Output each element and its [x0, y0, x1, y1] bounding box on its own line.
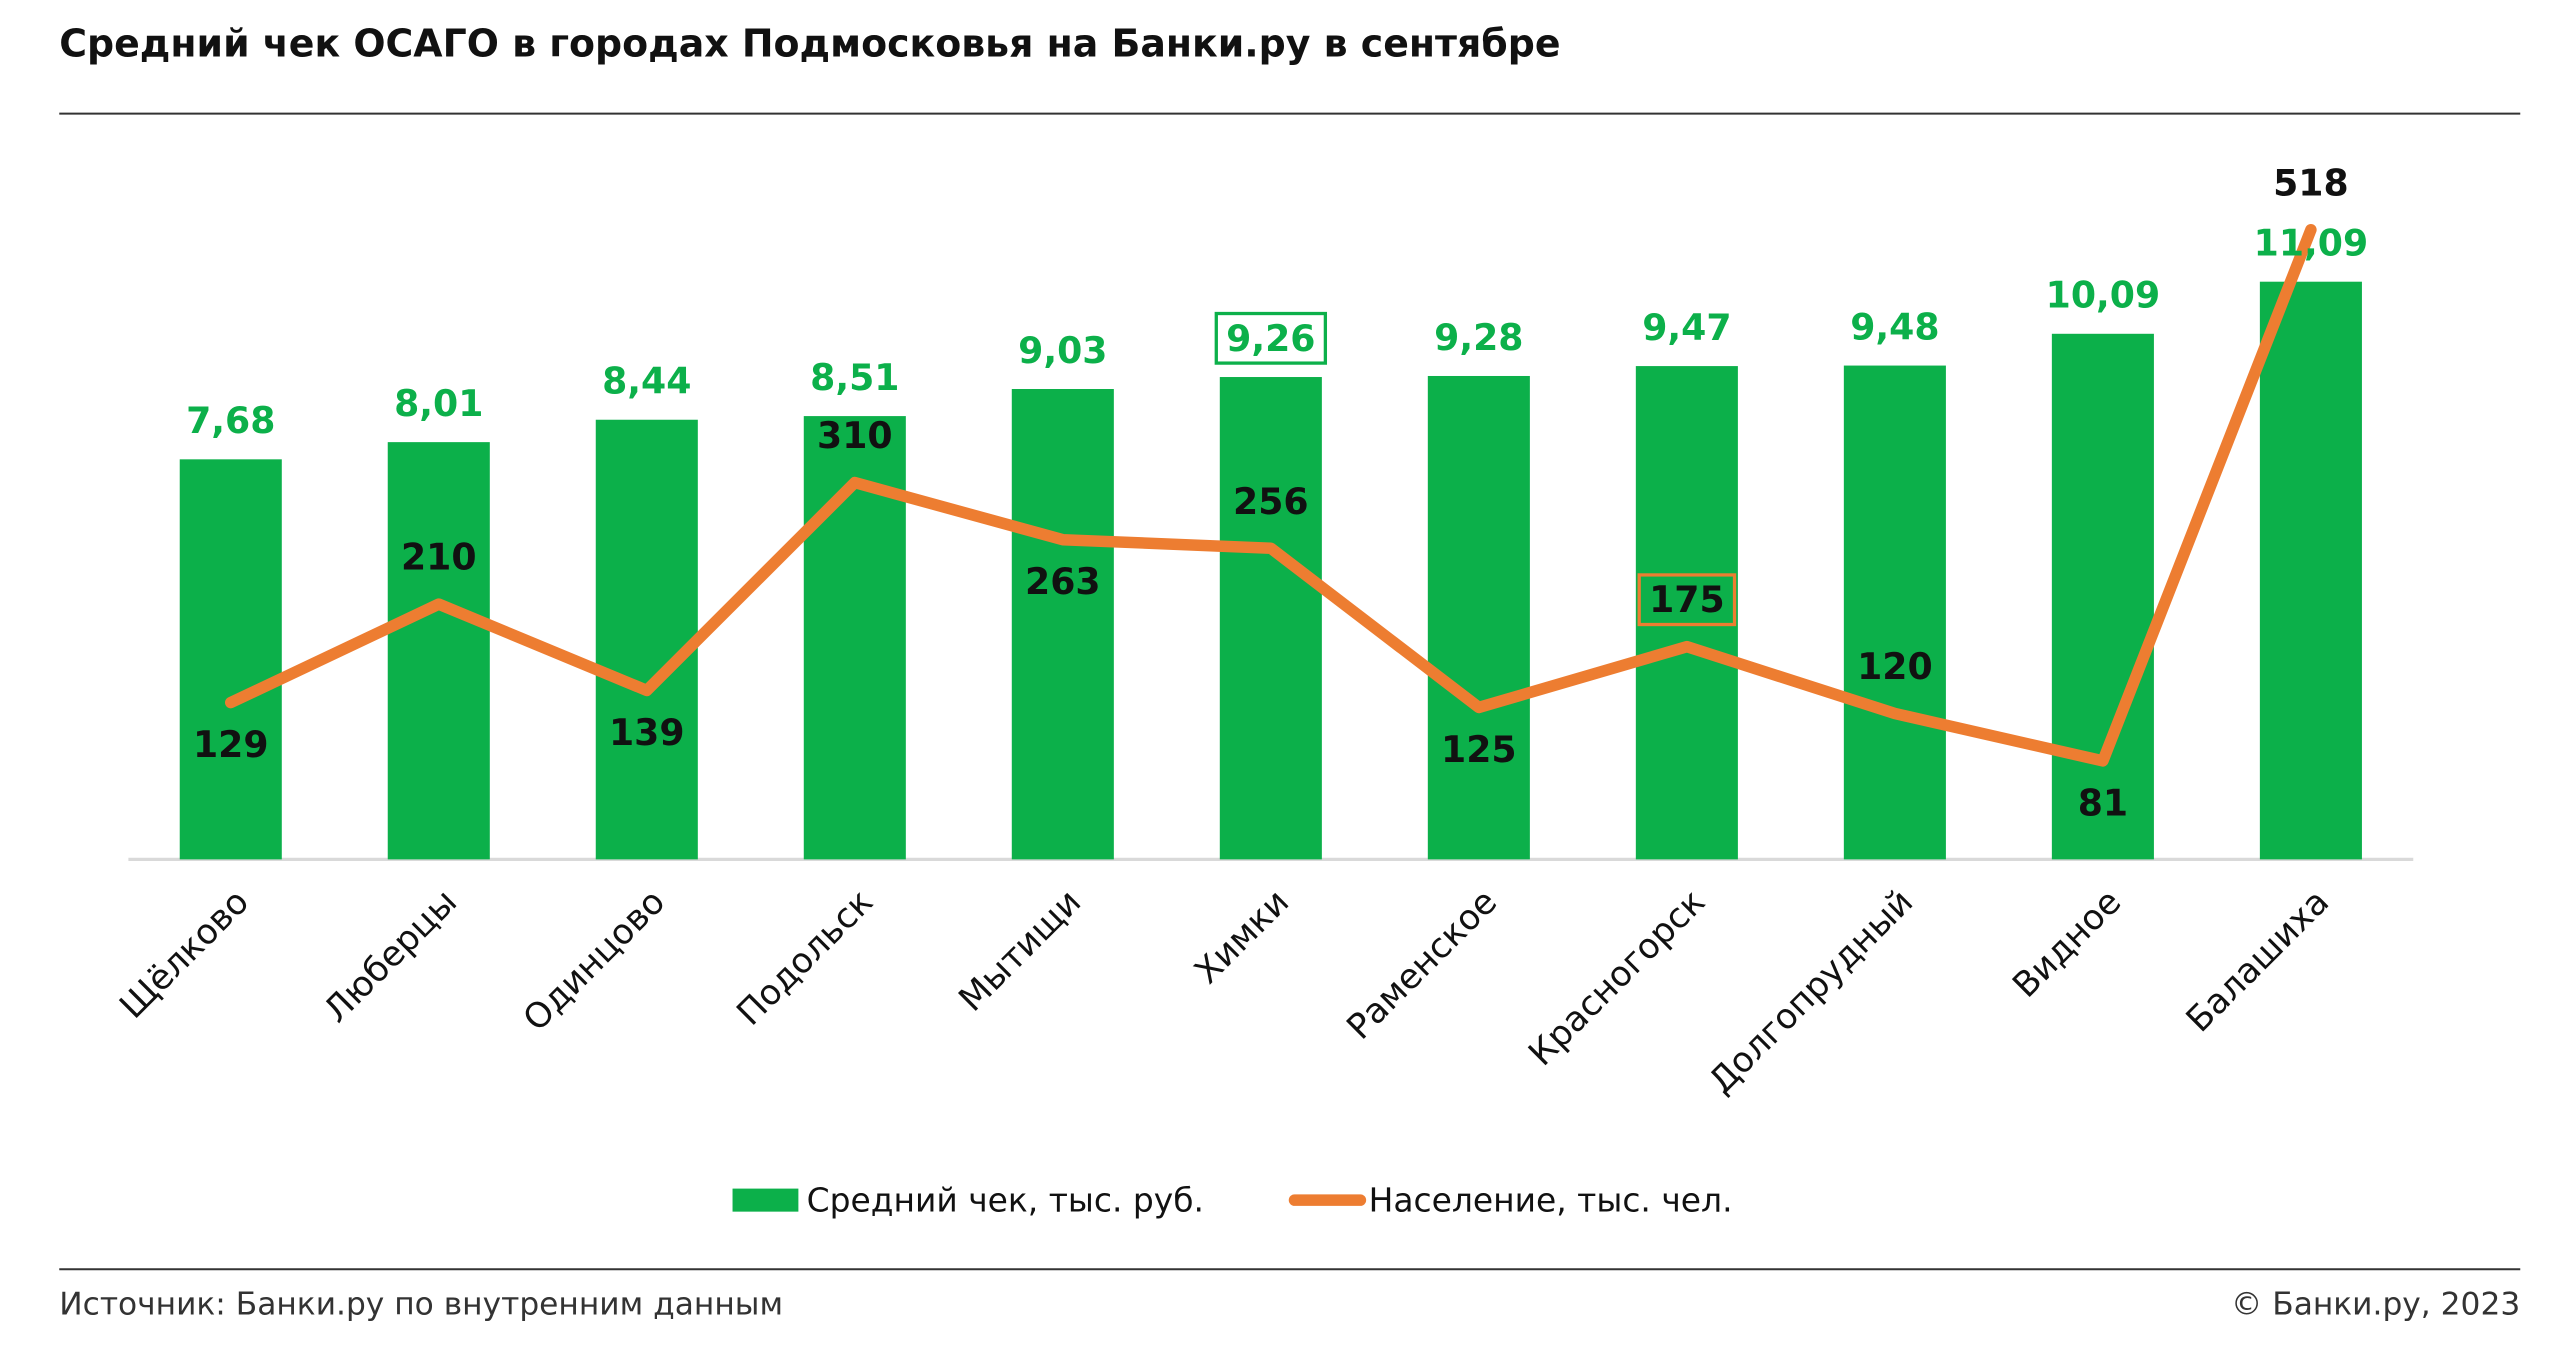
legend-swatch	[732, 1188, 799, 1212]
highlight-box	[1637, 573, 1737, 627]
bar-value-label: 9,03	[1018, 329, 1107, 372]
x-tick-label: Одинцово	[516, 882, 673, 1039]
line-value-label: 139	[609, 711, 685, 754]
bar-value-label: 9,48	[1850, 305, 1939, 348]
bar	[1427, 375, 1530, 860]
line-value-label: 175	[1649, 578, 1725, 621]
bar	[179, 459, 282, 860]
bar	[2259, 281, 2362, 860]
legend-label: Средний чек, тыс. руб.	[807, 1180, 1204, 1219]
bar	[595, 419, 698, 860]
x-tick-label: Красногорск	[1521, 882, 1713, 1074]
x-tick-label: Подольск	[729, 882, 881, 1034]
x-tick-label: Долгопрудный	[1701, 882, 1921, 1102]
x-tick-label: Мытищи	[951, 882, 1089, 1020]
bar	[1843, 365, 1946, 860]
legend-label: Население, тыс. чел.	[1369, 1180, 1733, 1219]
line-value-label: 256	[1233, 480, 1309, 523]
x-tick-label: Раменское	[1340, 882, 1506, 1048]
highlight-box	[1214, 311, 1328, 365]
line-value-label: 210	[401, 536, 477, 579]
x-tick-label: Балашиха	[2179, 882, 2337, 1040]
chart-title: Средний чек ОСАГО в городах Подмосковья …	[59, 22, 1560, 66]
line-value-label: 518	[2273, 161, 2349, 204]
bar	[1011, 389, 1114, 860]
x-tick-label: Видное	[2005, 882, 2129, 1006]
bar-value-label: 10,09	[2046, 274, 2161, 317]
bar-value-label: 8,51	[810, 356, 899, 399]
line-value-label: 310	[817, 414, 893, 457]
bar-value-label: 11,09	[2254, 221, 2369, 264]
x-tick-label: Люберцы	[316, 882, 465, 1031]
line-value-label: 125	[1441, 728, 1517, 771]
bar	[2051, 333, 2154, 860]
bar-value-label: 9,26	[1226, 317, 1315, 360]
bar	[1635, 366, 1738, 860]
line-value-label: 263	[1025, 560, 1101, 603]
bar-value-label: 8,44	[602, 360, 691, 403]
line-value-label: 120	[1857, 645, 1933, 688]
bar-value-label: 8,01	[394, 382, 483, 425]
bar-value-label: 9,47	[1642, 306, 1731, 349]
x-tick-label: Химки	[1187, 882, 1297, 992]
x-tick-label: Щёлково	[112, 882, 257, 1027]
copyright: © Банки.ру, 2023	[2231, 1286, 2520, 1322]
line-value-label: 81	[2078, 781, 2128, 824]
line-value-label: 129	[193, 723, 269, 766]
bar	[387, 442, 490, 860]
bar-value-label: 9,28	[1434, 316, 1523, 359]
bar	[1219, 377, 1322, 860]
bar-value-label: 7,68	[186, 399, 275, 442]
source: Источник: Банки.ру по внутренним данным	[59, 1286, 783, 1322]
line	[224, 224, 2317, 767]
